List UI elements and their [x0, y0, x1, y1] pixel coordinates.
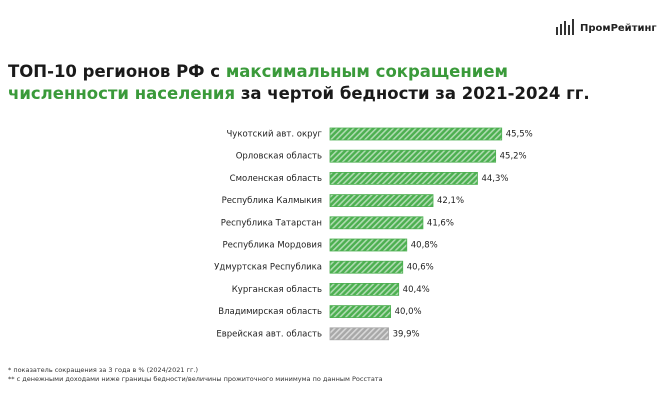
category-label: Курганская область	[232, 285, 322, 295]
title-part: ТОП-10 регионов РФ с	[8, 62, 226, 81]
category-label: Республика Калмыкия	[222, 196, 322, 206]
category-label: Чукотский авт. округ	[226, 130, 322, 140]
logo: ПромРейтинг	[580, 23, 657, 34]
title-part: максимальным сокращением	[226, 62, 508, 81]
value-label: 40,8%	[411, 241, 438, 251]
value-label: 40,4%	[403, 285, 430, 295]
category-label: Республика Татарстан	[221, 218, 322, 228]
footnote: ** с денежными доходами ниже границы бед…	[8, 375, 383, 383]
category-label: Орловская область	[236, 152, 322, 162]
chart-title: численности населения за чертой бедности…	[8, 84, 590, 103]
category-label: Владимирская область	[218, 307, 322, 317]
value-label: 41,6%	[427, 218, 454, 228]
value-label: 40,0%	[395, 307, 422, 317]
value-label: 40,6%	[407, 263, 434, 273]
bar	[329, 327, 389, 341]
value-label: 39,9%	[393, 329, 420, 339]
bar	[329, 171, 478, 185]
bar	[329, 238, 408, 252]
bar	[329, 127, 503, 141]
category-label: Смоленская область	[230, 174, 322, 184]
category-label: Республика Мордовия	[222, 241, 322, 251]
bar	[329, 216, 424, 230]
value-label: 45,5%	[506, 130, 533, 140]
bar	[329, 194, 434, 208]
value-label: 45,2%	[500, 152, 527, 162]
logo-icon	[556, 19, 574, 35]
category-label: Удмуртская Республика	[214, 263, 322, 273]
bar	[329, 282, 400, 296]
bar	[329, 260, 404, 274]
value-label: 44,3%	[481, 174, 508, 184]
category-label: Еврейская авт. область	[216, 329, 322, 339]
chart-title: ТОП-10 регионов РФ с максимальным сокращ…	[8, 62, 508, 81]
title-part: за чертой бедности за 2021-2024 гг.	[235, 84, 590, 103]
title-part: численности населения	[8, 84, 235, 103]
bar	[329, 149, 497, 163]
bar	[329, 305, 391, 319]
footnote: * показатель сокращения за 3 года в % (2…	[8, 366, 198, 374]
value-label: 42,1%	[437, 196, 464, 206]
